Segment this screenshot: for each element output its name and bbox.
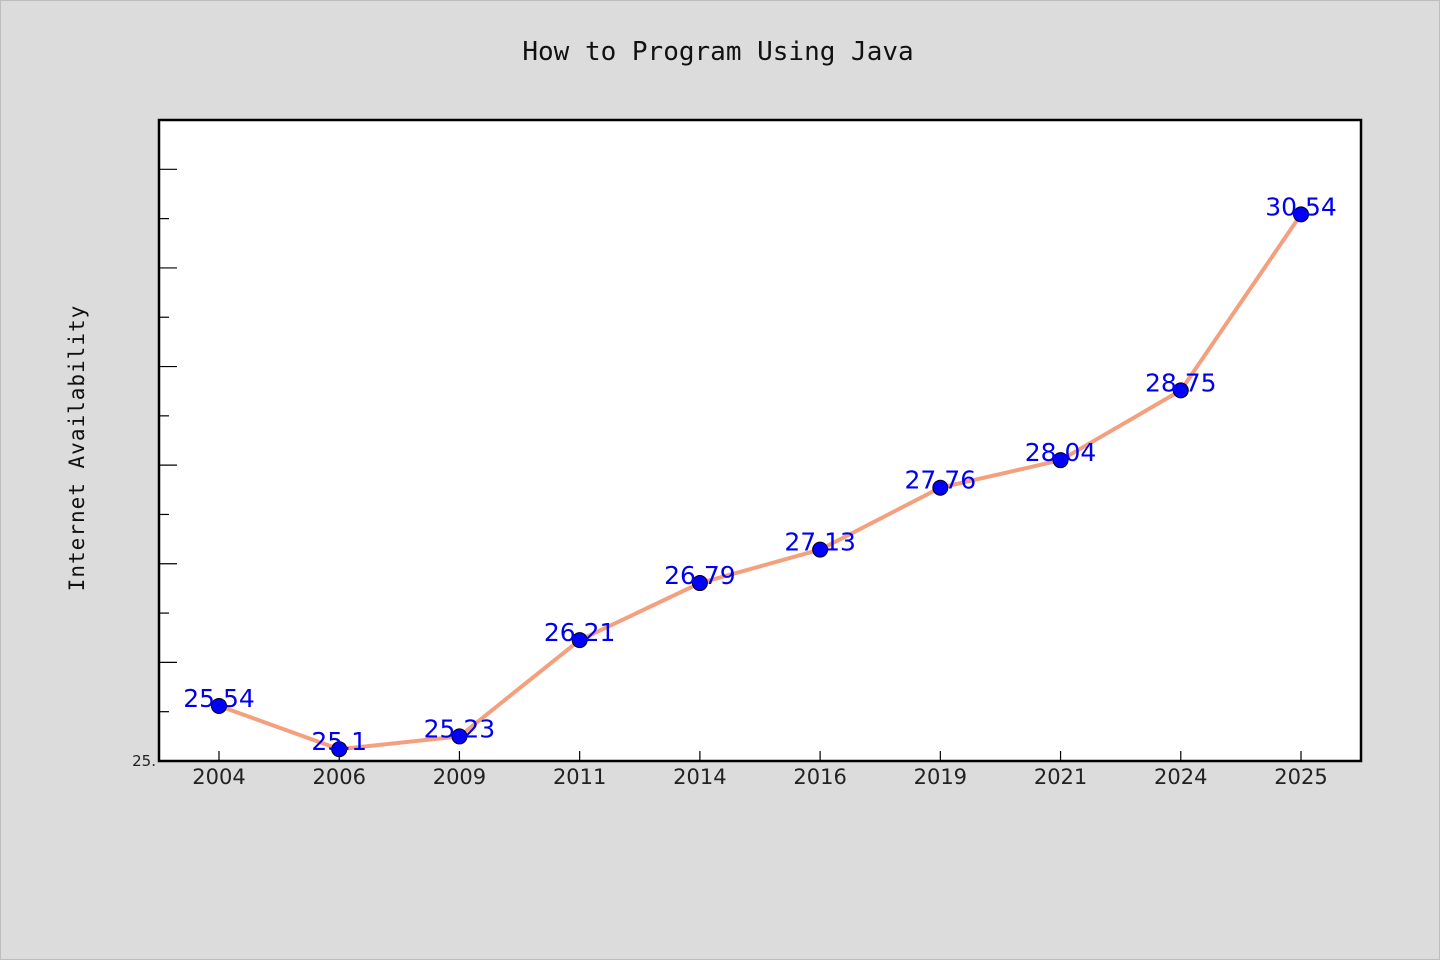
data-label: 25.1 xyxy=(311,727,367,756)
x-axis-ticks: 2004 2006 2009 2011 2014 2016 2019 2021 2024 2025 xyxy=(192,751,1328,789)
data-point xyxy=(211,697,227,714)
plot-border xyxy=(157,118,1363,763)
data-label: 28.75 xyxy=(1145,368,1217,397)
data-label: 25.54 xyxy=(183,684,255,713)
x-tick-label: 2025 xyxy=(1274,765,1327,789)
data-label: 25.23 xyxy=(424,714,496,743)
plot-area xyxy=(159,120,1361,761)
data-point xyxy=(691,575,708,592)
data-label: 27.76 xyxy=(905,466,977,495)
data-label: 27.13 xyxy=(784,528,856,557)
x-tick-label: 2004 xyxy=(192,765,245,789)
data-label: 26.21 xyxy=(544,618,616,647)
data-point xyxy=(1172,382,1189,399)
data-labels: 25.54 25.1 25.23 26.21 26.79 27.13 27.76 28.04 2… xyxy=(183,192,1337,756)
data-label: 28.04 xyxy=(1025,438,1097,467)
data-label: 30.54 xyxy=(1265,192,1337,221)
data-point xyxy=(571,632,588,649)
data-point xyxy=(1293,206,1309,223)
data-point xyxy=(1052,452,1069,469)
y-tick-label: 25. xyxy=(132,752,156,770)
x-tick-label: 2024 xyxy=(1154,765,1207,789)
y-axis-ticks: 25. xyxy=(132,119,177,770)
y-axis-label: Internet Availability xyxy=(65,305,89,592)
x-tick-label: 2016 xyxy=(793,765,846,789)
series-group xyxy=(211,206,1309,758)
data-point xyxy=(812,541,829,558)
x-tick-label: 2014 xyxy=(673,765,726,789)
x-tick-label: 2006 xyxy=(312,765,365,789)
data-label: 26.79 xyxy=(664,561,736,590)
series-line xyxy=(217,212,1303,752)
x-tick-label: 2011 xyxy=(553,765,606,789)
data-point xyxy=(451,728,468,745)
x-tick-label: 2009 xyxy=(433,765,486,789)
x-tick-label: 2021 xyxy=(1034,765,1087,789)
x-tick-label: 2019 xyxy=(914,765,967,789)
chart-title: How to Program Using Java xyxy=(522,37,913,67)
data-point xyxy=(932,479,949,496)
data-point xyxy=(331,741,348,758)
